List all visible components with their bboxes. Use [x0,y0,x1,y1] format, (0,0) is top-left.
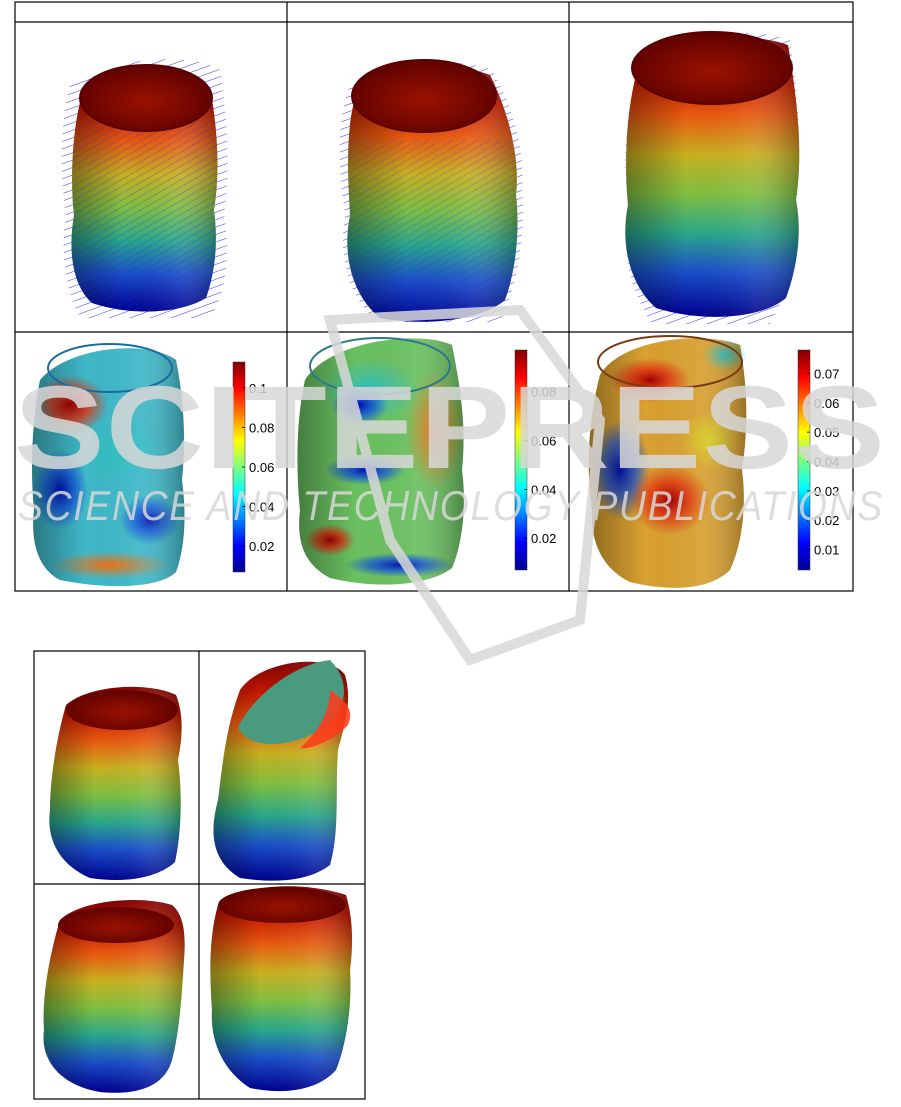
shape-opening-3 [58,907,174,943]
vector-field-panel-a [61,59,228,319]
shape-shading-4 [210,886,353,1092]
shape-opening-4 [218,887,346,923]
watermark: SCITEPRESS SCIENCE AND TECHNOLOGY PUBLIC… [14,304,886,667]
shape-opening-1 [66,690,178,730]
vector-field-panel-c [625,31,800,324]
colorbar-b-ticks: 0.08 0.06 0.04 0.02 [524,385,556,546]
shape-panel-smooth [49,686,182,881]
colorbar-tick-label: 0.08 [249,420,274,435]
bottom-grid [33,650,366,1100]
colorbar-b: 0.08 0.06 0.04 0.02 [514,349,556,571]
error-map-panel-a: 0.1 0.08 0.06 0.04 0.02 [32,343,274,587]
colorbar-tick-label: 0.07 [814,366,839,381]
colorbar-tick-label: 0.06 [814,396,839,411]
shape-shading-1 [49,686,182,881]
shape-panel-rippled-1 [43,900,185,1093]
error-shading-b [297,338,464,585]
error-shading-a [32,348,185,587]
colorbar-c: 0.07 0.06 0.05 0.04 0.03 0.02 0.01 [797,349,839,571]
colorbar-tick-label: 0.02 [249,539,274,554]
shape-panel-rippled-2 [210,886,353,1092]
watermark-title: SCITEPRESS [14,362,886,494]
watermark-logo [323,304,606,667]
vector-field-panel-b [339,59,523,322]
top-table-border [14,1,854,592]
colorbar-a-ticks: 0.1 0.08 0.06 0.04 0.02 [242,381,274,554]
top-table: 0.1 0.08 0.06 0.04 0.02 0.08 0.06 0.04 0.02 [14,1,854,592]
colorbar-a: 0.1 0.08 0.06 0.04 0.02 [232,361,274,573]
colorbar-tick-label: 0.06 [249,460,274,475]
colorbar-tick-label: 0.04 [814,454,839,469]
error-opening-a [47,343,173,393]
colorbar-b-gradient [514,349,528,571]
shape-opening-2 [238,660,344,744]
colorbar-tick-label: 0.08 [531,385,556,400]
colorbar-c-gradient [797,349,811,571]
opening-c [631,31,793,105]
colorbar-tick-label: 0.01 [814,542,839,557]
surface-shading-c [625,37,800,317]
colorbar-tick-label: 0.02 [814,513,839,528]
opening-b [351,59,497,133]
colorbar-tick-label: 0.04 [531,482,556,497]
error-shading-c [588,338,747,588]
shape-highlight-2 [300,690,351,749]
colorbar-tick-label: 0.05 [814,425,839,440]
watermark-tagline: SCIENCE AND TECHNOLOGY PUBLICATIONS [18,482,884,529]
colorbar-tick-label: 0.04 [249,500,274,515]
colorbar-tick-label: 0.03 [814,484,839,499]
colorbar-tick-label: 0.06 [531,433,556,448]
colorbar-c-ticks: 0.07 0.06 0.05 0.04 0.03 0.02 0.01 [807,366,839,557]
shape-panel-twisted [213,660,351,881]
colorbar-tick-label: 0.1 [249,381,267,396]
error-opening-b [309,337,451,395]
surface-vectors-b [347,140,518,322]
shape-shading-3 [43,900,185,1093]
colorbar-tick-label: 0.02 [531,531,556,546]
error-opening-c [597,335,743,389]
error-map-panel-c: 0.07 0.06 0.05 0.04 0.03 0.02 0.01 [588,335,839,588]
opening-a [79,64,213,132]
surface-vectors-a [71,120,218,312]
